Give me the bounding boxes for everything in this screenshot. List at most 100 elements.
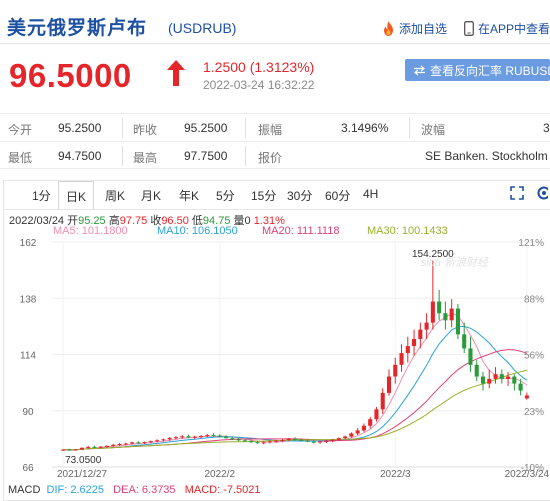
ohlc-info: 2022/03/24 开95.25 高97.75 收96.50 低94.75 量… (9, 212, 285, 228)
y-tick-left: 138 (20, 294, 37, 305)
ma20-line (63, 349, 528, 451)
candle-body (192, 436, 197, 438)
reverse-rate-button[interactable]: 查看反向汇率 RUBUSD (405, 59, 550, 81)
candle-body (79, 447, 84, 450)
min-annotation: 73.0500 (65, 455, 102, 466)
candle-body (311, 441, 316, 443)
tab-30min[interactable]: 30分 (287, 189, 313, 203)
range-value: 3 (543, 121, 550, 135)
add-favorite-button[interactable]: 添加自选 (382, 20, 447, 37)
arrow-up-icon (166, 58, 186, 93)
swap-icon (413, 65, 426, 76)
candle-body (104, 445, 110, 447)
candle-body (499, 374, 504, 379)
tab-monthly[interactable]: 月K (141, 189, 162, 203)
candle-body (267, 441, 272, 443)
candle-body (368, 419, 373, 426)
tab-1min[interactable]: 1分 (32, 189, 51, 203)
ohlc-open-label: 开 (67, 215, 79, 227)
y-tick-left: 66 (22, 463, 34, 474)
candle-body (180, 436, 185, 438)
candle-body (230, 438, 235, 440)
watermark: sina 新浪财经 (421, 256, 489, 269)
candle-body (261, 442, 266, 444)
ohlc-high: 97.75 (119, 215, 148, 227)
y-tick-left: 162 (20, 238, 37, 249)
candle-body (318, 441, 323, 443)
chart-grid (52, 241, 545, 468)
candle-body (443, 313, 448, 321)
candle-body (136, 442, 141, 444)
candle-body (493, 374, 498, 379)
ohlc-volume-label: 量 (233, 215, 245, 227)
quote-row: 最低 94.7500 最高 97.7500 报价 SE Banken. Stoc… (0, 141, 550, 169)
ohlc-date: 2022/03/24 (9, 215, 65, 227)
candle-body (186, 436, 191, 438)
quote-header: 美元俄罗斯卢布 (USDRUB) 添加自选 在APP中查看 (0, 0, 550, 44)
candles (61, 260, 529, 451)
gear-icon[interactable] (536, 185, 550, 206)
candle-body (167, 437, 172, 440)
candle-body (336, 438, 341, 440)
candle-body (430, 301, 435, 323)
y-tick-right: -10% (521, 463, 544, 474)
candle-body (148, 441, 153, 443)
y-tick-right: 56% (524, 351, 544, 362)
candle-body (474, 364, 479, 377)
candle-body (61, 449, 66, 451)
instrument-code: (USDRUB) (168, 20, 237, 36)
ohlc-low: 94.75 (202, 215, 231, 227)
candle-body (274, 440, 279, 442)
axis-labels: 162 121% 138 88% 114 56% 90 23% 66 -10% 2021/12/27… (20, 238, 550, 480)
candle-body (424, 322, 429, 330)
candle-body (506, 376, 511, 379)
candle-body (343, 436, 348, 439)
tab-yearly[interactable]: 年K (179, 189, 200, 203)
x-tick: 2022/3/24 (505, 469, 550, 480)
price-change: 1.2500 (1.3123%) (203, 59, 315, 75)
ohlc-open: 95.25 (78, 215, 106, 227)
max-annotation: 154.2500 (412, 249, 454, 260)
candle-body (73, 449, 78, 451)
tab-60min[interactable]: 60分 (325, 189, 351, 203)
ma10-line (63, 325, 528, 451)
candle-body (123, 443, 128, 445)
phone-icon (464, 21, 474, 36)
candle-body (418, 329, 423, 340)
candle-body (236, 439, 241, 441)
ohlc-volume: 0 (244, 215, 251, 227)
ohlc-pct: 1.31% (253, 215, 285, 227)
y-tick-left: 90 (22, 407, 34, 418)
candle-body (292, 438, 298, 440)
candle-body (380, 392, 385, 410)
tab-5min[interactable]: 5分 (216, 189, 235, 203)
x-tick: 2021/12/27 (57, 469, 107, 480)
y-tick-right: 23% (524, 407, 544, 418)
reverse-rate-label: 查看反向汇率 RUBUSD (430, 63, 550, 78)
candle-body (468, 348, 473, 365)
candle-body (224, 436, 229, 439)
tab-weekly[interactable]: 周K (105, 189, 126, 203)
candle-body (86, 446, 91, 448)
candle-body (67, 449, 72, 451)
candle-body (399, 353, 404, 365)
ohlc-low-label: 低 (191, 215, 203, 227)
view-in-app-button[interactable]: 在APP中查看 (464, 20, 550, 37)
fullscreen-icon[interactable] (510, 186, 524, 205)
candle-body (386, 376, 392, 393)
quote-row: 今开 95.2500 昨收 95.2500 振幅 3.1496% 波幅 3 (0, 113, 550, 141)
tab-15min[interactable]: 15分 (251, 189, 277, 203)
y-tick-right: 121% (518, 238, 544, 249)
tab-4h[interactable]: 4H (363, 187, 379, 201)
candle-body (393, 364, 398, 377)
candle-body (462, 334, 467, 349)
view-in-app-label: 在APP中查看 (478, 22, 550, 36)
quote-source-label: 报价 (258, 151, 283, 165)
ma5-legend: MA5: 101.1800 (53, 225, 128, 237)
tab-daily[interactable]: 日K (58, 181, 95, 210)
candle-body (205, 435, 210, 437)
candle-body (512, 376, 517, 384)
amplitude-value: 3.1496% (341, 121, 389, 135)
candle-body (286, 438, 291, 441)
candle-body (249, 440, 254, 443)
